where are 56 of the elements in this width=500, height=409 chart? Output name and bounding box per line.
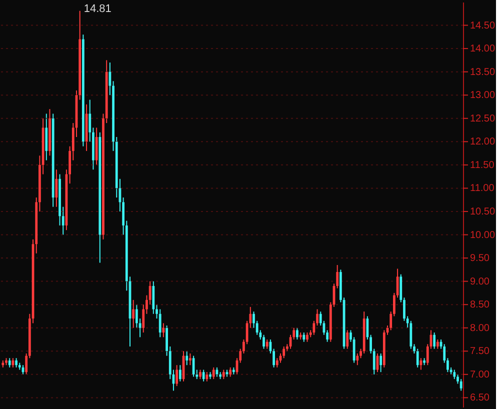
y-tick-label: 8.00 <box>470 322 490 334</box>
candlestick <box>306 332 308 342</box>
candlestick <box>302 332 306 342</box>
candlestick <box>380 352 382 373</box>
candlestick <box>356 352 359 366</box>
y-tick-label: 13.00 <box>470 90 496 102</box>
candlestick <box>416 348 419 368</box>
candlestick <box>420 358 422 370</box>
candlestick <box>176 364 178 387</box>
candlestick <box>436 339 439 350</box>
candlestick <box>282 346 286 359</box>
annotation: 14.81 <box>84 2 112 15</box>
candlestick <box>222 369 225 380</box>
candlestick <box>202 369 205 382</box>
candlestick <box>132 299 135 328</box>
candlestick <box>266 339 268 350</box>
candlestick <box>453 369 456 380</box>
y-tick-label: 10.00 <box>470 230 496 241</box>
candlestick <box>45 113 48 161</box>
candlestick <box>212 366 215 380</box>
y-tick-label: 6.50 <box>470 392 490 404</box>
candlestick <box>276 358 278 368</box>
y-tick-label: 13.50 <box>470 66 496 78</box>
candlestick <box>162 322 165 338</box>
candlestick <box>352 336 356 364</box>
y-tick-label: 14.50 <box>470 20 496 32</box>
y-tick-label: 8.50 <box>470 300 490 311</box>
candlestick <box>433 332 436 350</box>
candlestick <box>229 366 232 378</box>
candlestick <box>199 369 202 380</box>
y-tick-label: 12.00 <box>470 136 496 148</box>
y-tick-label: 11.50 <box>470 160 495 171</box>
y-tick-label: 7.50 <box>470 346 490 358</box>
candlestick <box>346 330 349 350</box>
y-tick-label: 9.50 <box>470 253 490 264</box>
candlestick <box>15 358 18 368</box>
candlestick <box>8 358 11 368</box>
candlestick <box>186 350 188 366</box>
candlestick <box>296 327 298 340</box>
candlestick <box>189 352 192 366</box>
candlestick <box>152 280 155 314</box>
candlestick <box>410 320 412 350</box>
candlestick <box>206 372 208 382</box>
y-tick-label: 9.00 <box>470 276 490 288</box>
candlestick <box>178 364 182 382</box>
y-tick-label: 12.50 <box>470 113 496 124</box>
candlestick <box>148 280 152 306</box>
candlestick <box>55 169 58 208</box>
y-tick-label: 14.00 <box>470 44 496 55</box>
y-tick-label: 7.00 <box>470 369 490 380</box>
y-tick-label: 11.00 <box>470 183 495 194</box>
candlestick <box>95 127 98 166</box>
candlestick <box>262 334 265 350</box>
candlestick <box>460 378 462 392</box>
y-tick-label: 10.50 <box>470 206 496 218</box>
candlestick <box>158 308 162 338</box>
